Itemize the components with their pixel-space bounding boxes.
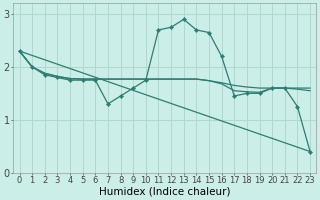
X-axis label: Humidex (Indice chaleur): Humidex (Indice chaleur) [99,187,230,197]
